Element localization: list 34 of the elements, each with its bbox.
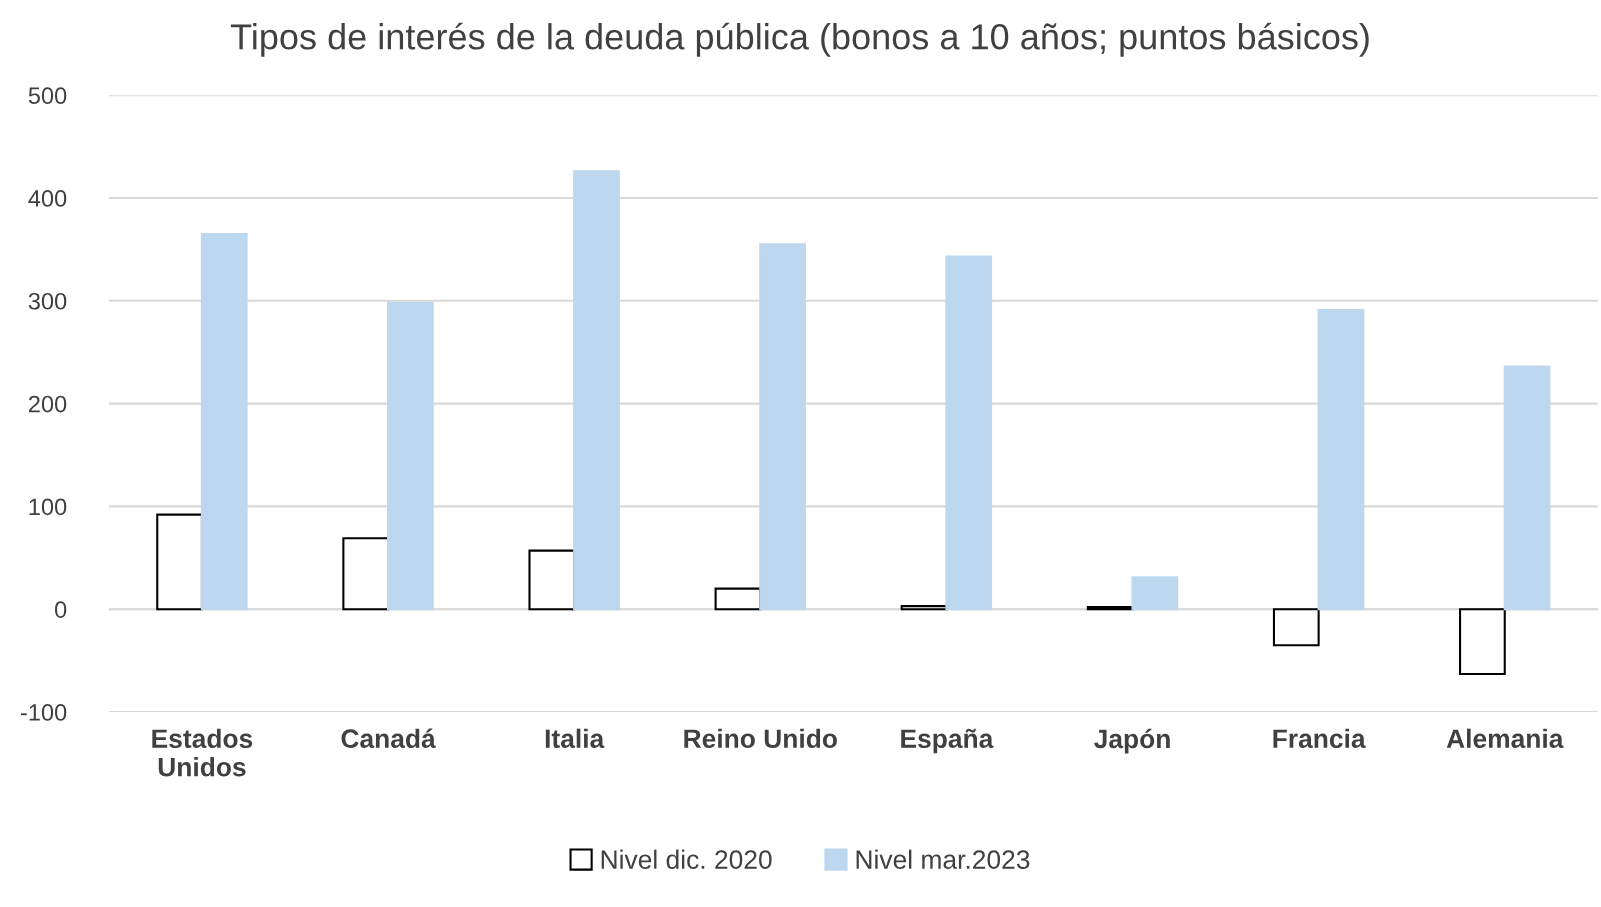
y-tick-label: -100 (21, 704, 67, 721)
bar (1131, 576, 1179, 611)
bar (1503, 365, 1551, 611)
x-tick-label: Alemania (1446, 728, 1564, 749)
bar (900, 605, 948, 611)
bar (573, 170, 620, 611)
bar (528, 549, 576, 611)
x-tick-label: Italia (545, 728, 605, 749)
bar (945, 255, 993, 611)
y-tick-label: 400 (28, 190, 67, 207)
y-tick-label: 200 (29, 395, 67, 413)
y-tick-label: 300 (28, 292, 67, 310)
chart-title: Tipos de interés de la deuda pública (bonos a 10 años; puntos básicos) (230, 22, 1369, 57)
x-tick-label: Francia (1273, 728, 1366, 749)
bar (200, 232, 248, 611)
x-tick-label: España (901, 728, 994, 754)
x-tick-label: Canadá (341, 728, 436, 749)
legend-label: Nivel mar.2023 (856, 849, 1030, 869)
bar (1272, 608, 1320, 647)
bar (342, 537, 390, 611)
y-tick-label: 500 (28, 87, 67, 105)
legend-label: Nivel dic. 2020 (601, 849, 772, 869)
x-tick-label: Japón (1094, 728, 1170, 754)
bar (759, 243, 806, 611)
bar (156, 513, 203, 611)
bar (1317, 309, 1365, 611)
x-tick-label: Reino Unido (684, 728, 837, 749)
y-tick-label: 0 (54, 601, 67, 618)
x-tick-label: Estados Unidos (152, 728, 253, 777)
bar (1086, 606, 1134, 611)
bar (1459, 608, 1506, 675)
bar (387, 301, 434, 611)
y-tick-label: 100 (29, 498, 67, 516)
bar (714, 587, 762, 611)
